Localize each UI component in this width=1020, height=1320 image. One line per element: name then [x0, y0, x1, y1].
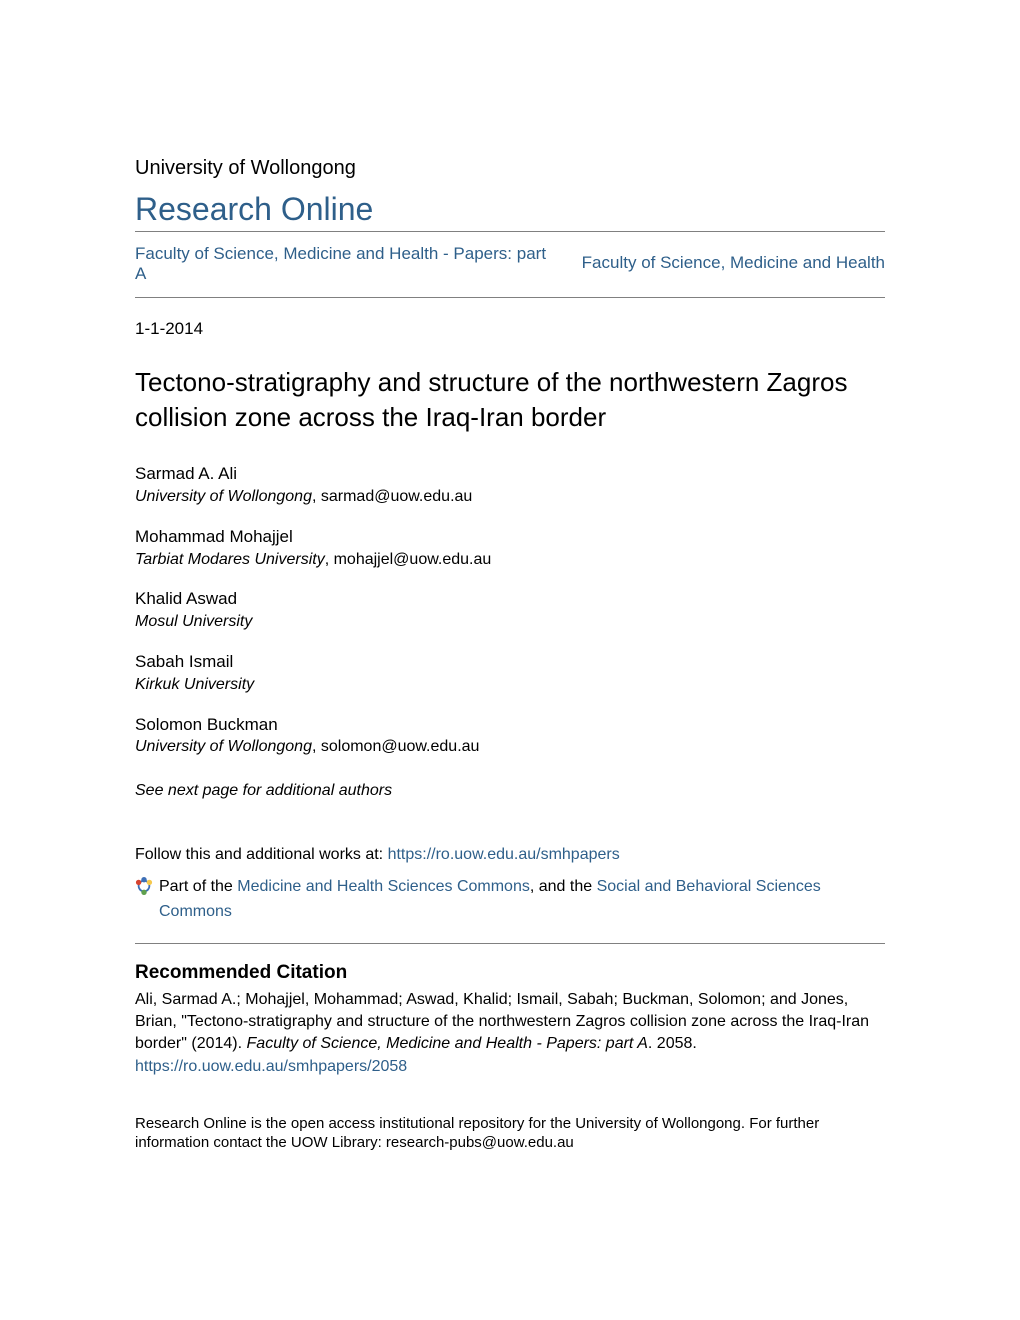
author-affiliation: Kirkuk University: [135, 674, 885, 696]
author-affiliation: Mosul University: [135, 611, 885, 633]
author-name: Solomon Buckman: [135, 714, 885, 737]
footer-note: Research Online is the open access insti…: [135, 1114, 885, 1153]
author-block: Khalid AswadMosul University: [135, 588, 885, 633]
see-next-note: See next page for additional authors: [135, 780, 885, 802]
network-icon: [135, 877, 153, 895]
partof-mid: , and the: [530, 878, 597, 895]
faculty-link[interactable]: Faculty of Science, Medicine and Health: [582, 252, 885, 275]
commons-link-1[interactable]: Medicine and Health Sciences Commons: [237, 878, 530, 895]
breadcrumb-nav: Faculty of Science, Medicine and Health …: [135, 232, 885, 297]
author-email: , sarmad@uow.edu.au: [312, 488, 472, 505]
author-email: , solomon@uow.edu.au: [312, 738, 479, 755]
author-email: , mohajjel@uow.edu.au: [325, 551, 492, 568]
citation-text: Ali, Sarmad A.; Mohajjel, Mohammad; Aswa…: [135, 989, 885, 1054]
author-block: Mohammad MohajjelTarbiat Modares Univers…: [135, 526, 885, 571]
divider-nav: [135, 297, 885, 298]
permalink[interactable]: https://ro.uow.edu.au/smhpapers/2058: [135, 1056, 885, 1078]
citation-part-b: . 2058.: [648, 1035, 697, 1052]
institution-name: University of Wollongong: [135, 155, 885, 182]
author-block: Solomon BuckmanUniversity of Wollongong,…: [135, 714, 885, 759]
follow-prefix: Follow this and additional works at:: [135, 846, 388, 863]
part-of-line: Part of the Medicine and Health Sciences…: [135, 875, 885, 925]
author-block: Sabah IsmailKirkuk University: [135, 651, 885, 696]
publication-date: 1-1-2014: [135, 318, 885, 341]
repository-name-link[interactable]: Research Online: [135, 191, 373, 227]
citation-series: Faculty of Science, Medicine and Health …: [247, 1035, 648, 1052]
author-name: Khalid Aswad: [135, 588, 885, 611]
author-affiliation: University of Wollongong, sarmad@uow.edu…: [135, 486, 885, 508]
follow-url-link[interactable]: https://ro.uow.edu.au/smhpapers: [388, 846, 620, 863]
author-name: Sabah Ismail: [135, 651, 885, 674]
collection-link[interactable]: Faculty of Science, Medicine and Health …: [135, 244, 548, 283]
author-block: Sarmad A. AliUniversity of Wollongong, s…: [135, 463, 885, 508]
paper-title: Tectono-stratigraphy and structure of th…: [135, 365, 885, 435]
partof-prefix: Part of the: [159, 878, 237, 895]
author-name: Sarmad A. Ali: [135, 463, 885, 486]
citation-heading: Recommended Citation: [135, 960, 885, 986]
author-affiliation: University of Wollongong, solomon@uow.ed…: [135, 736, 885, 758]
author-affiliation: Tarbiat Modares University, mohajjel@uow…: [135, 549, 885, 571]
author-name: Mohammad Mohajjel: [135, 526, 885, 549]
divider-citation: [135, 943, 885, 944]
follow-works: Follow this and additional works at: htt…: [135, 844, 885, 866]
